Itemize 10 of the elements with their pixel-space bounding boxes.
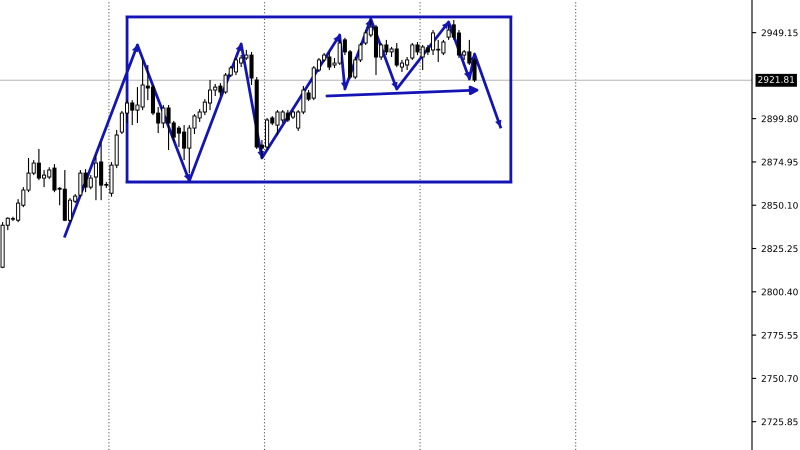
- y-tick-label: 2800.40: [762, 288, 798, 296]
- y-tick-label: 2825.25: [762, 245, 798, 252]
- y-tick-label: 2725.85: [762, 418, 798, 426]
- y-tick-label: 2750.70: [762, 375, 798, 382]
- y-tick-label: 2949.15: [762, 29, 798, 36]
- y-tick-label: 2775.55: [762, 332, 798, 339]
- y-tick-label: 2899.80: [762, 115, 798, 122]
- y-tick-label: 2874.95: [762, 158, 798, 166]
- ref-line-label: 2921.81: [758, 76, 794, 83]
- y-tick-label: 2850.10: [762, 202, 798, 209]
